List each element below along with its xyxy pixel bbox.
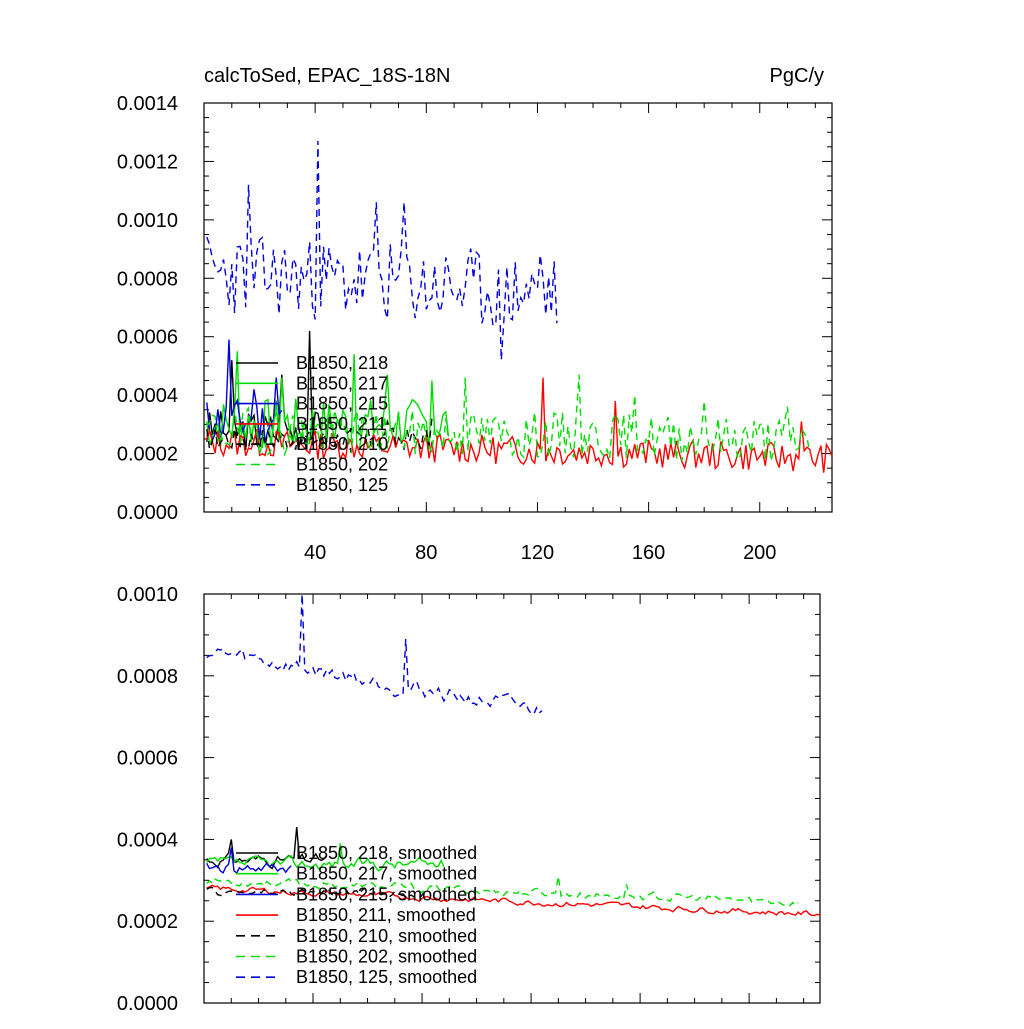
legend-entry: B1850, 211, smoothed [296, 905, 476, 925]
legend-entry: B1850, 218 [296, 353, 388, 373]
series-line [206, 593, 543, 716]
legend-entry: B1850, 210, smoothed [296, 926, 477, 946]
series-line [206, 876, 799, 907]
legend-entry: B1850, 211 [296, 414, 387, 434]
series-line [206, 140, 558, 361]
top-panel: 0.0000 0.0002 0.0004 0.0006 0.0008 0.0010 0.00… [117, 93, 833, 564]
bottom-panel: 0.0000 0.0002 0.0004 0.0006 0.0008 0.0010 B185… [117, 584, 821, 1015]
legend-entry: B1850, 202, smoothed [296, 947, 477, 967]
series-line [206, 847, 292, 875]
legend-entry: B1850, 215 [296, 394, 388, 414]
y-tick-label: 0.0006 [117, 748, 178, 770]
x-tick-label: 120 [521, 542, 554, 564]
y-tick-label: 0.0010 [117, 210, 178, 232]
chart-title: calcToSed, EPAC_18S-18N [204, 65, 450, 87]
series-line [206, 418, 433, 453]
legend-entry: B1850, 210 [296, 434, 388, 454]
units-label: PgC/y [770, 65, 824, 87]
y-tick-label: 0.0008 [117, 666, 178, 688]
series-line [206, 351, 450, 450]
y-tick-label: 0.0006 [117, 327, 178, 349]
legend-entry: B1850, 125 [296, 475, 388, 495]
y-tick-label: 0.0000 [117, 502, 178, 524]
y-tick-label: 0.0002 [117, 444, 178, 466]
legend-entry: B1850, 217, smoothed [296, 864, 477, 884]
legend-entry: B1850, 125, smoothed [296, 967, 477, 987]
y-tick-label: 0.0002 [117, 911, 178, 933]
series-line [206, 374, 811, 462]
series-line [206, 339, 283, 444]
legend-entry: B1850, 218, smoothed [296, 843, 477, 863]
y-tick-label: 0.0010 [117, 584, 178, 606]
y-tick-label: 0.0012 [117, 151, 178, 173]
y-tick-label: 0.0008 [117, 268, 178, 290]
x-tick-label: 160 [632, 542, 665, 564]
series-line [206, 886, 428, 900]
legend-entry: B1850, 215, smoothed [296, 884, 477, 904]
legend-entry: B1850, 217 [296, 373, 388, 393]
series-line [206, 377, 833, 473]
series-line [206, 884, 821, 917]
x-tick-label: 200 [743, 542, 776, 564]
y-tick-label: 0.0004 [117, 829, 178, 851]
series-line [206, 330, 330, 451]
x-tick-label: 40 [304, 542, 326, 564]
y-tick-label: 0.0000 [117, 993, 178, 1015]
legend-entry: B1850, 202 [296, 455, 388, 475]
y-tick-label: 0.0004 [117, 385, 178, 407]
series-line [206, 843, 445, 872]
y-tick-label: 0.0014 [117, 93, 178, 115]
x-tick-label: 80 [415, 542, 437, 564]
